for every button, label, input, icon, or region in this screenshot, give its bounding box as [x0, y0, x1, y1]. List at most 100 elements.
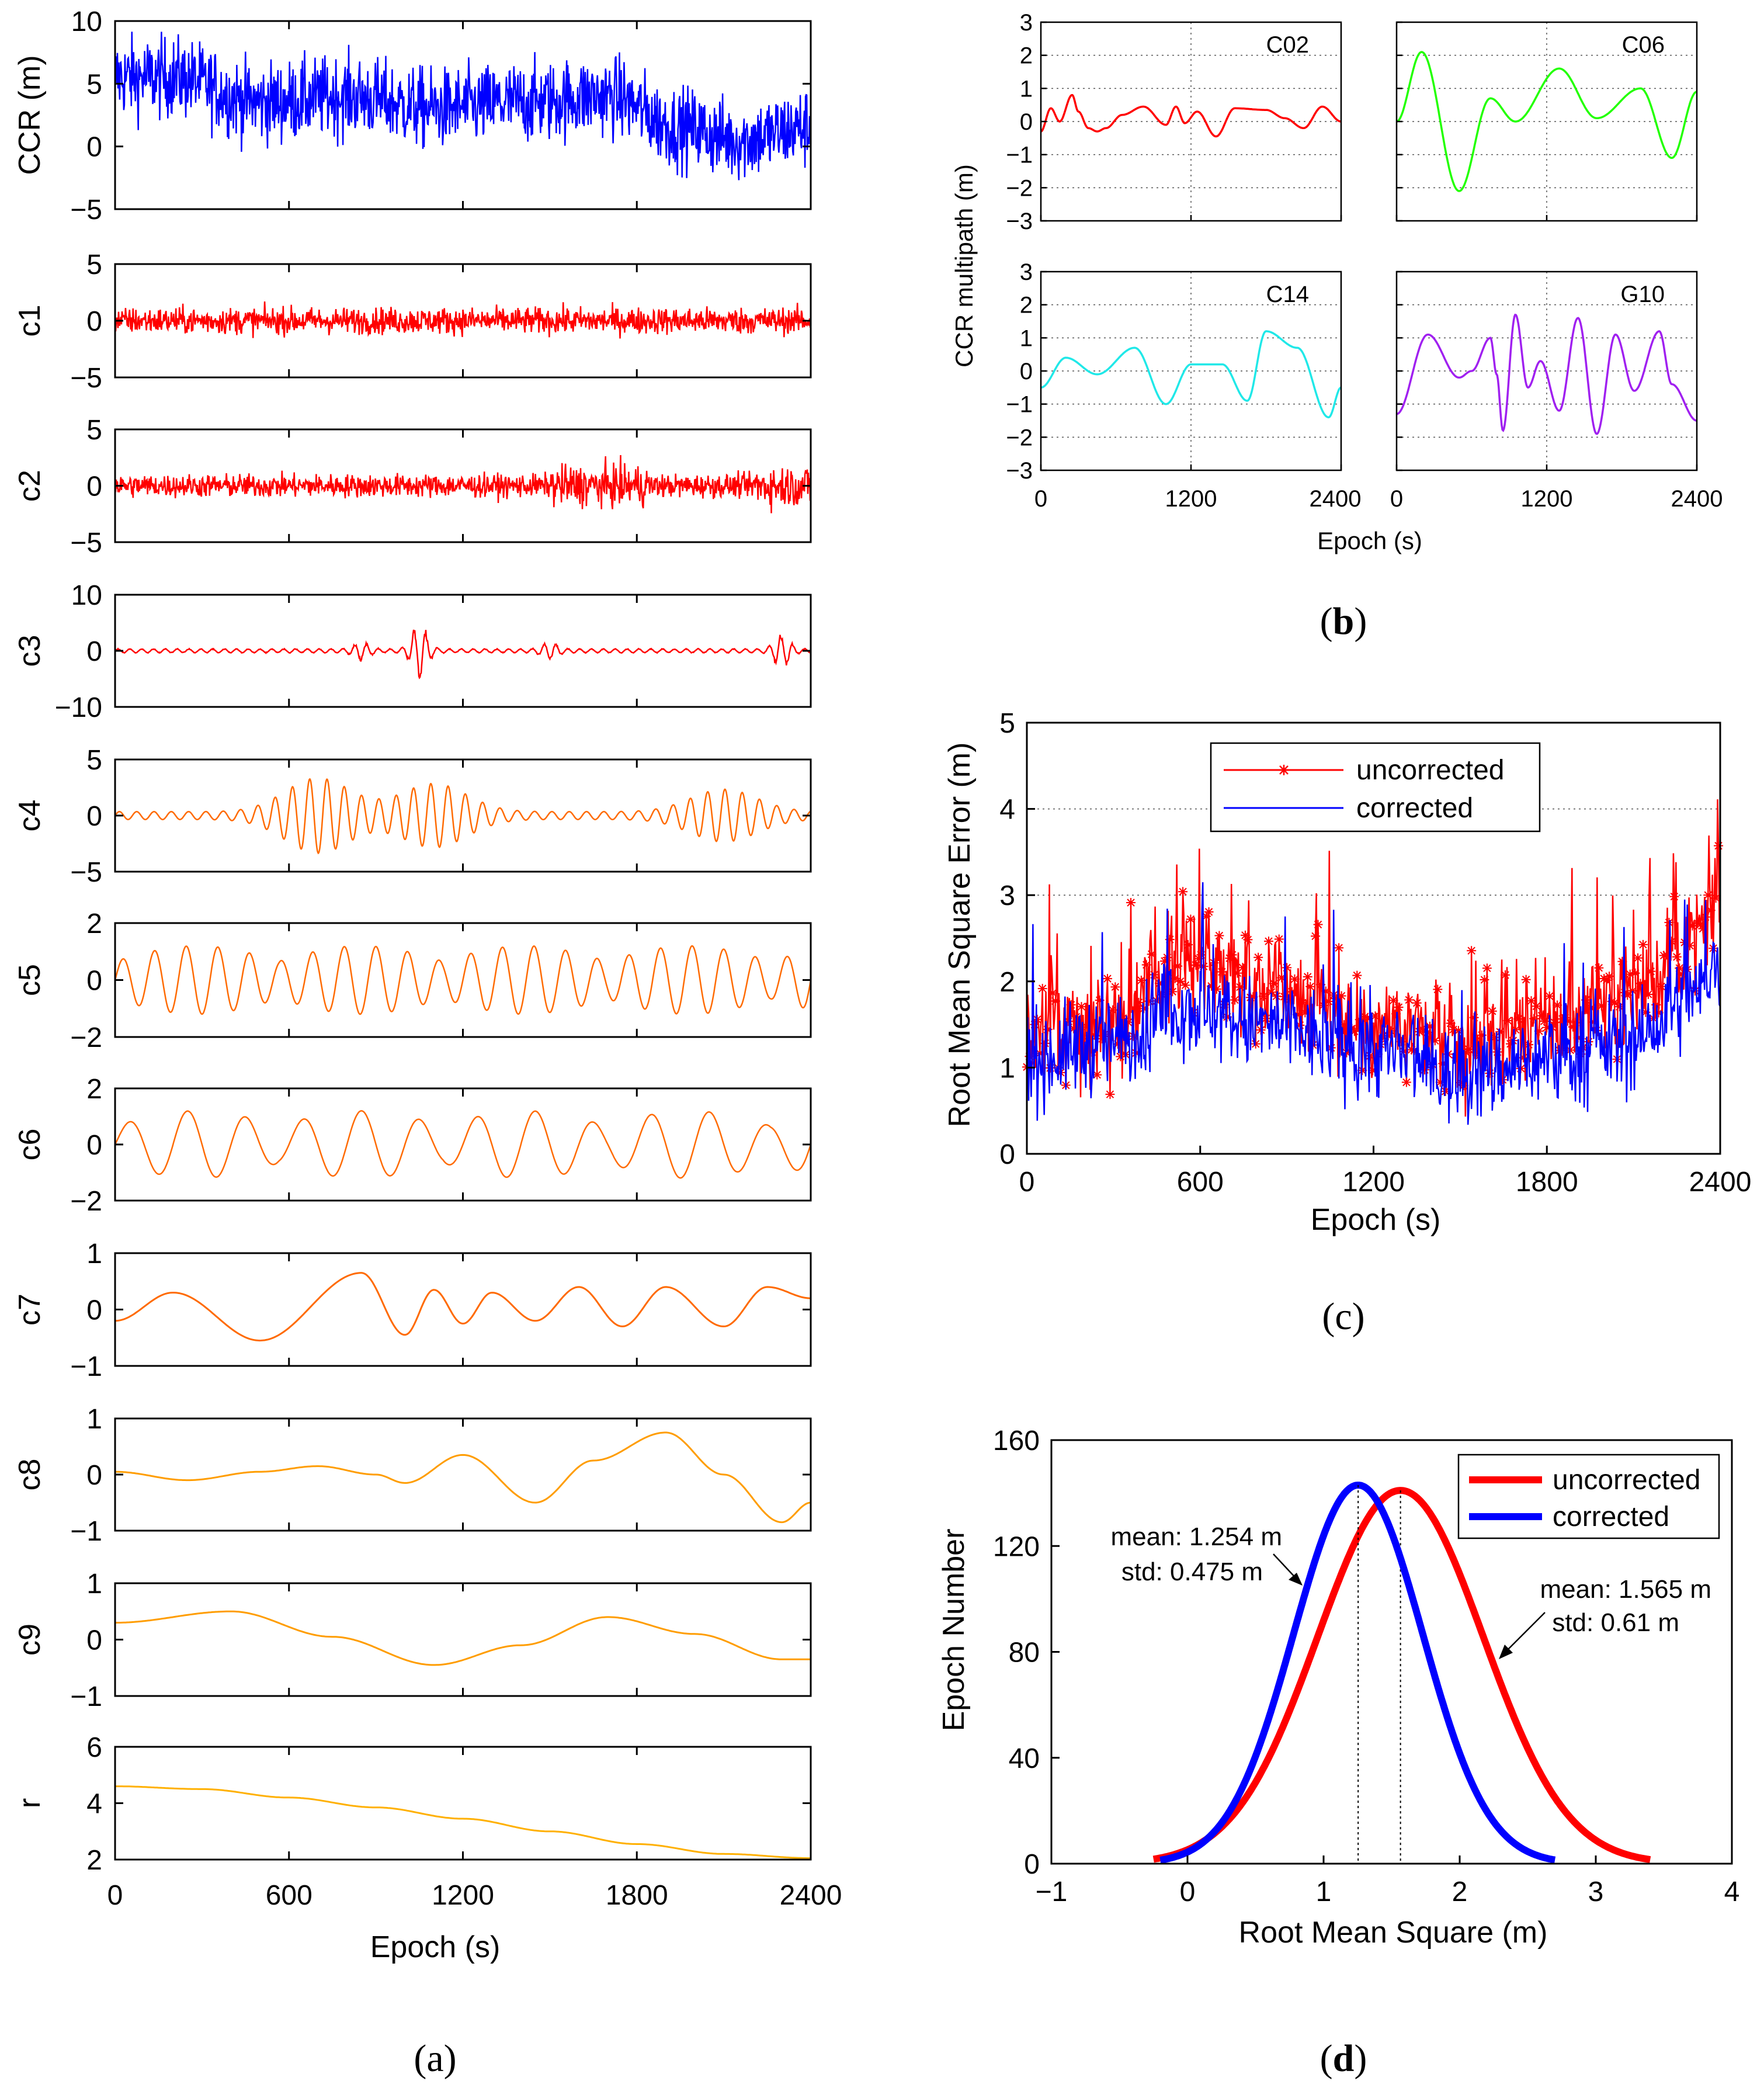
- panel-c-marker: [1378, 1031, 1388, 1040]
- ytick-label: 2: [86, 908, 102, 939]
- panel-c-marker: [1703, 890, 1713, 900]
- panel-c-marker: [1349, 1026, 1359, 1036]
- panel-c-marker: [1282, 963, 1292, 973]
- panel-b-subplot-c06: C06: [1395, 21, 1698, 222]
- panel-c-marker: [1305, 981, 1315, 991]
- panel-c-marker: [1126, 897, 1136, 907]
- panel-c-marker: [1542, 1022, 1552, 1032]
- panel-c-xtick-label: 600: [1177, 1167, 1224, 1198]
- panel-c-label: (c): [1322, 1295, 1364, 1338]
- panel-c-marker: [1539, 1017, 1549, 1026]
- panel-c-marker: [1230, 995, 1240, 1005]
- panel-c-ytick-label: 2: [999, 967, 1015, 998]
- panel-b-ytick-label: −3: [1006, 458, 1033, 484]
- panel-c-marker: [1617, 956, 1627, 966]
- panel-a-ylabel: c3: [13, 635, 47, 667]
- panel-c-marker: [1641, 1007, 1651, 1017]
- ytick-label: −10: [55, 692, 102, 723]
- panel-c-ytick-label: 4: [999, 795, 1015, 826]
- panel-c-marker: [1240, 930, 1250, 940]
- panel-c-marker: [1248, 992, 1258, 1002]
- panel-c-marker: [1386, 1026, 1396, 1036]
- panel-c-marker: [1607, 997, 1617, 1007]
- panel-b-ytick-label: −2: [1006, 175, 1033, 201]
- panel-c-marker: [1464, 1045, 1474, 1055]
- panel-c-marker: [1657, 981, 1666, 991]
- panel-a-ylabel: CCR (m): [13, 55, 47, 175]
- panel-c-marker: [1300, 1008, 1310, 1018]
- panel-c-marker: [1501, 970, 1510, 980]
- panel-c-marker: [1089, 1030, 1099, 1040]
- ytick-label: −2: [70, 1022, 102, 1053]
- panel-c-marker: [1550, 1018, 1560, 1028]
- panel-c-marker: [1074, 1045, 1084, 1055]
- panel-c-marker: [1467, 946, 1477, 956]
- panel-c-marker: [1339, 1020, 1349, 1030]
- panel-b-series-c14: [1040, 330, 1342, 419]
- panel-c-legend: uncorrected corrected: [1210, 742, 1541, 833]
- panel-c-marker: [1043, 1025, 1053, 1035]
- panel-c-marker: [1082, 1022, 1092, 1032]
- ytick-label: 0: [86, 471, 102, 502]
- panel-c-marker: [1440, 1087, 1450, 1097]
- panel-c-marker: [1144, 996, 1154, 1006]
- panel-d-legend: uncorrected corrected: [1457, 1454, 1720, 1539]
- annotation-uncorrected-mean: mean: 1.565 m: [1540, 1575, 1712, 1604]
- panel-c-marker: [1191, 960, 1201, 970]
- panel-a-xtick-label: 2400: [780, 1880, 842, 1911]
- panel-c-marker: [1159, 956, 1169, 966]
- panel-c-marker: [1165, 935, 1175, 945]
- ytick-label: 5: [86, 69, 102, 100]
- panel-c-marker: [1490, 1032, 1500, 1042]
- panel-c-marker: [1519, 1053, 1529, 1063]
- panel-c-marker: [1420, 1065, 1430, 1075]
- panel-a-series-ccrm: [114, 32, 812, 181]
- panel-b-subplot-g10: G10: [1395, 270, 1698, 471]
- ytick-label: 1: [86, 1404, 102, 1435]
- panel-c-marker: [1243, 935, 1253, 945]
- panel-c-marker: [1311, 931, 1321, 941]
- panel-a-subplot-c3: −10 0 10 c3: [13, 580, 812, 723]
- panel-a-ylabel: c9: [13, 1624, 47, 1656]
- panel-c-marker: [1324, 996, 1334, 1006]
- panel-c-marker: [1599, 973, 1609, 983]
- panel-a-series-c2: [114, 455, 812, 514]
- ytick-label: −5: [70, 363, 102, 394]
- panel-b-ytick-label: −2: [1006, 425, 1033, 450]
- ytick-label: 0: [86, 801, 102, 832]
- panel-d-ylabel: Epoch Number: [937, 1529, 971, 1732]
- panel-c-marker: [1092, 1070, 1102, 1080]
- panel-a-xlabel: Epoch (s): [370, 1930, 501, 1964]
- panel-c-marker: [1032, 1014, 1042, 1024]
- panel-c-marker: [1685, 941, 1695, 951]
- panel-c-marker: [1401, 1077, 1411, 1087]
- panel-a-series-c8: [115, 1431, 811, 1524]
- panel-c-marker: [1625, 969, 1635, 979]
- panel-c-marker: [1064, 1017, 1074, 1026]
- panel-c-marker: [1069, 1024, 1079, 1033]
- panel-c-marker: [1449, 1025, 1458, 1035]
- panel-c-xtick-label: 1200: [1342, 1167, 1405, 1198]
- panel-c-ytick-label: 3: [999, 880, 1015, 911]
- panel-c-marker: [1227, 950, 1237, 960]
- panel-b-xtick-label: 0: [1034, 486, 1047, 512]
- panel-c-marker: [1186, 914, 1196, 924]
- panel-c-marker: [1261, 1014, 1271, 1024]
- panel-a-subplot-c8: −1 0 1 c8: [13, 1404, 812, 1547]
- panel-c-marker: [1110, 982, 1120, 992]
- ytick-label: 0: [86, 132, 102, 163]
- panel-c-marker: [1381, 1018, 1391, 1028]
- panel-b-ytick-label: 3: [1020, 10, 1033, 36]
- panel-c-marker: [1568, 1022, 1578, 1032]
- panel-c-marker: [1290, 974, 1300, 984]
- panel-a-ylabel: c7: [13, 1293, 47, 1326]
- panel-c-marker: [1646, 966, 1656, 976]
- panel-c-marker: [1272, 991, 1282, 1001]
- panel-b-xtick-label: 2400: [1310, 486, 1362, 512]
- panel-c-marker: [1334, 943, 1344, 953]
- panel-d-ytick-label: 80: [1009, 1638, 1040, 1669]
- panel-c-marker: [1313, 920, 1323, 929]
- panel-c-marker: [1553, 1000, 1562, 1010]
- panel-c-marker: [1352, 970, 1362, 980]
- panel-a-subplot-c9: −1 0 1 c9: [13, 1569, 812, 1712]
